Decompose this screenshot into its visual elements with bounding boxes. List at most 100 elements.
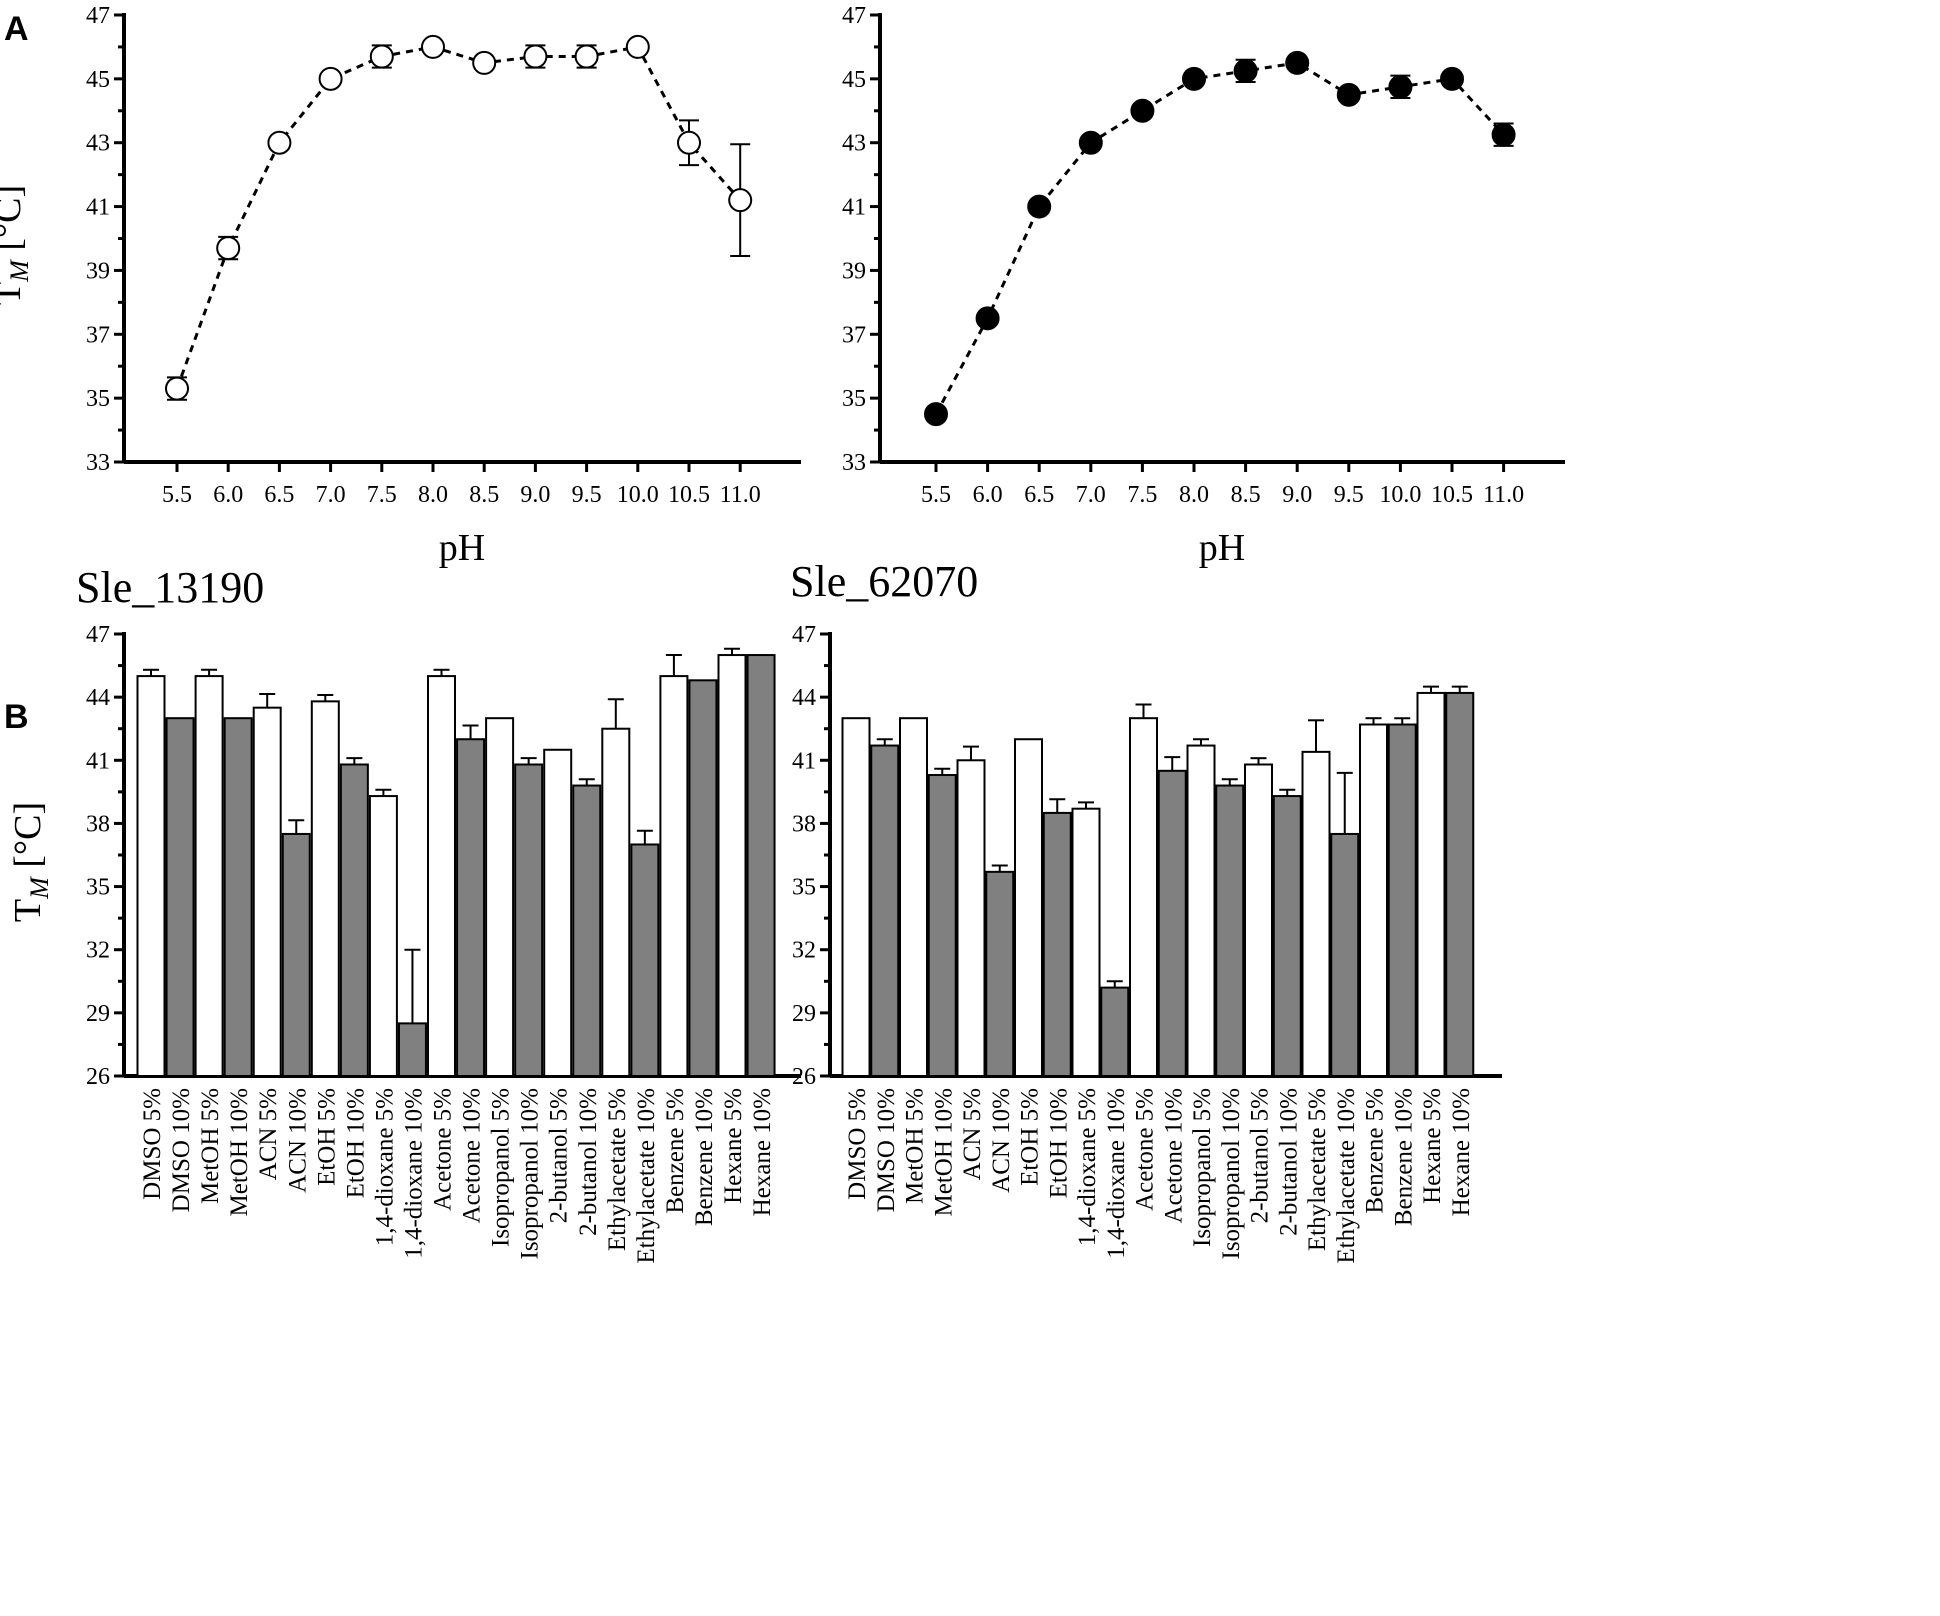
chart-b2-bar (1071, 807, 1101, 1077)
chart-b2-category-label: Acetone 10% (1160, 1088, 1187, 1223)
chart-a1-x-tick-label: 11.0 (720, 482, 761, 508)
chart-b1-bar (601, 727, 631, 1077)
chart-a2-x-tick-label: 6.5 (1024, 482, 1054, 508)
chart-b2-y-tick-label: 41 (792, 748, 816, 774)
chart-a2-y-tick-label: 39 (842, 258, 866, 284)
chart-b2-category-label: ACN 5% (959, 1088, 986, 1180)
chart-b2-bar (1301, 750, 1331, 1077)
chart-b2-bar (1416, 691, 1446, 1078)
chart-b2-bar (1387, 723, 1417, 1077)
chart-a2-y-tick-label: 41 (842, 195, 866, 221)
chart-b1-category-label: MetOH 5% (197, 1088, 224, 1204)
chart-a2-data-point (1336, 82, 1361, 107)
chart-b2-category-label: Isopropanol 10% (1218, 1088, 1245, 1260)
chart-b1-bar (339, 763, 369, 1077)
chart-b1-bar (368, 795, 398, 1077)
y-axis-title-unit: [°C] (7, 802, 49, 877)
chart-a1-x-tick-label: 10.0 (617, 482, 659, 508)
chart-b1-category-label: Benzene 10% (691, 1088, 718, 1226)
chart-b1-category-label: EtOH 10% (342, 1088, 369, 1198)
chart-a1-data-point (267, 130, 292, 155)
chart-b2-category-label: 2-butanol 10% (1275, 1088, 1302, 1236)
chart-a1-x-tick-label: 10.5 (668, 482, 710, 508)
chart-a1-data-point (574, 44, 599, 69)
chart-b1-bar (572, 784, 602, 1077)
chart-a2-data-point (1388, 74, 1413, 99)
chart-a2-data-point (975, 306, 1000, 331)
chart-b1-bar (194, 675, 224, 1077)
chart-b2-y-tick-label: 32 (792, 938, 816, 964)
chart-a2-data-point (1027, 194, 1052, 219)
chart-b2-category-label: DMSO 5% (844, 1088, 871, 1200)
chart-a1-data-point (165, 376, 189, 401)
ph-line-chart-sle-62070: 33 35 37 39 41 43 45 47 5.5 6.0 6.5 7.0 7.5 8.0 8.5 9.0… (842, 3, 1565, 569)
chart-b2-category-label: 2-butanol 5% (1247, 1088, 1274, 1223)
chart-b2-bar (899, 717, 928, 1077)
chart-b2-bar (927, 774, 957, 1077)
chart-a1-x-tick-label: 6.5 (264, 482, 294, 508)
chart-b1-category-label: 2-butanol 5% (546, 1088, 573, 1223)
chart-b1-bar (514, 763, 544, 1077)
chart-a1-y-tick-label: 39 (86, 258, 110, 284)
chart-b1-category-label: Acetone 10% (459, 1088, 486, 1223)
chart-a1-y-tick-label: 45 (86, 67, 110, 93)
chart-a2-data-point (1078, 130, 1103, 155)
chart-b1-category-label: Isopropanol 5% (488, 1088, 515, 1247)
chart-b1-category-label: DMSO 10% (168, 1088, 195, 1212)
chart-b2-bar (1272, 795, 1302, 1077)
chart-a2-x-tick-label: 8.0 (1179, 482, 1209, 508)
chart-b1-y-tick-label: 47 (86, 622, 110, 648)
chart-b1-y-tick-label: 44 (86, 685, 110, 711)
chart-b2-category-label: Acetone 5% (1132, 1088, 1159, 1211)
solvent-bar-chart-sle-62070: Sle_62070 26 29 32 35 38 41 44 47 DMSO 5% DMSO 10%… (790, 557, 1502, 1264)
chart-a1-y-axis-title: TM [°C] (0, 185, 34, 305)
chart-a1-x-tick-label: 8.0 (418, 482, 448, 508)
chart-a2-series-line (934, 61, 1505, 415)
chart-a2-y-tick-label: 45 (842, 67, 866, 93)
chart-b2-y-tick-label: 47 (792, 622, 816, 648)
chart-b2-category-label: Hexane 10% (1448, 1088, 1475, 1216)
chart-b1-y-tick-label: 29 (86, 1001, 110, 1027)
chart-a2-y-tick-label: 33 (842, 450, 866, 476)
chart-b2-bar (1157, 769, 1187, 1077)
chart-b1-bar (310, 700, 340, 1077)
chart-a1-x-tick-label: 7.0 (316, 482, 346, 508)
chart-a1-x-tick-label: 8.5 (469, 482, 499, 508)
chart-a2-x-tick-label: 10.0 (1379, 482, 1421, 508)
chart-b2-bar (1186, 744, 1216, 1077)
chart-b2-category-label: Benzene 10% (1390, 1088, 1417, 1226)
chart-b2-category-label: MetOH 5% (902, 1088, 929, 1204)
chart-a1-data-point (318, 66, 343, 91)
chart-a2-data-point (1440, 66, 1464, 91)
chart-a2-data-point (1285, 50, 1310, 75)
chart-b1-category-label: Isopropanol 10% (517, 1088, 544, 1260)
y-axis-title-main: T (0, 282, 29, 305)
chart-b1-y-tick-label: 32 (86, 938, 110, 964)
chart-b2-bar (1042, 811, 1072, 1078)
chart-a2-data-point (1182, 66, 1206, 91)
chart-a1-data-point (421, 34, 445, 59)
chart-b2-category-label: Ethylacetate 5% (1304, 1088, 1331, 1251)
chart-a1-data-point (625, 34, 650, 59)
chart-a2-x-tick-label: 6.0 (973, 482, 1003, 508)
chart-b1-category-label: ACN 5% (255, 1088, 282, 1180)
chart-b2-category-label: Isopropanol 5% (1189, 1088, 1216, 1247)
chart-b1-bar (397, 1022, 427, 1078)
chart-b2-category-label: 1,4-dioxane 5% (1074, 1088, 1101, 1246)
chart-a1-y-tick-label: 33 (86, 450, 110, 476)
chart-b2-category-label: 1,4-dioxane 10% (1103, 1088, 1130, 1259)
chart-b2-title: Sle_62070 (790, 557, 978, 606)
chart-b1-bar (543, 748, 573, 1077)
chart-a2-x-tick-label: 5.5 (921, 482, 951, 508)
chart-a2-x-axis-title: pH (1199, 527, 1245, 569)
chart-b1-category-label: 1,4-dioxane 10% (400, 1088, 427, 1259)
chart-b2-category-label: EtOH 5% (1017, 1088, 1044, 1186)
chart-b2-bar (1129, 717, 1158, 1077)
chart-b1-bar (456, 738, 486, 1077)
chart-a1-y-tick-label: 35 (86, 386, 110, 412)
chart-a2-data-point (1130, 98, 1155, 123)
chart-a1-data-point (369, 44, 394, 69)
chart-b1-bar (223, 717, 253, 1077)
chart-a2-x-tick-label: 9.0 (1282, 482, 1312, 508)
chart-b1-category-label: Hexane 5% (720, 1088, 747, 1204)
